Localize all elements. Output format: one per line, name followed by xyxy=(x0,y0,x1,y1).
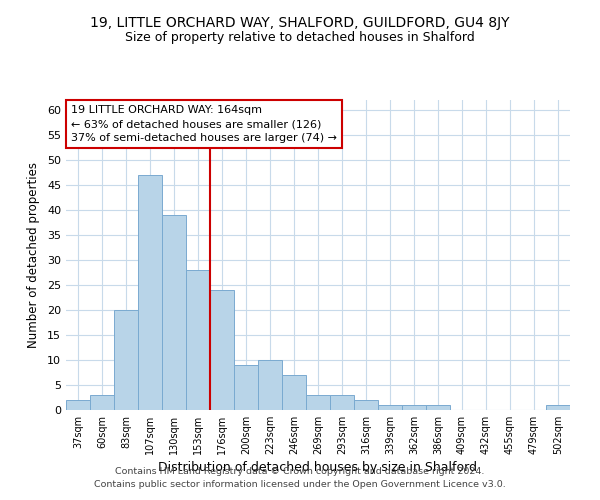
Text: Contains HM Land Registry data © Crown copyright and database right 2024.: Contains HM Land Registry data © Crown c… xyxy=(115,467,485,476)
Bar xyxy=(114,310,138,410)
Y-axis label: Number of detached properties: Number of detached properties xyxy=(27,162,40,348)
Bar xyxy=(234,365,258,410)
Text: 19, LITTLE ORCHARD WAY, SHALFORD, GUILDFORD, GU4 8JY: 19, LITTLE ORCHARD WAY, SHALFORD, GUILDF… xyxy=(90,16,510,30)
Bar xyxy=(66,400,90,410)
Bar xyxy=(162,215,186,410)
Bar xyxy=(282,375,306,410)
Text: Size of property relative to detached houses in Shalford: Size of property relative to detached ho… xyxy=(125,31,475,44)
Text: 19 LITTLE ORCHARD WAY: 164sqm
← 63% of detached houses are smaller (126)
37% of : 19 LITTLE ORCHARD WAY: 164sqm ← 63% of d… xyxy=(71,104,337,144)
Bar xyxy=(138,175,162,410)
Bar xyxy=(546,405,570,410)
Bar xyxy=(330,395,354,410)
Bar xyxy=(402,405,426,410)
Bar xyxy=(378,405,402,410)
Bar xyxy=(354,400,378,410)
Bar xyxy=(306,395,330,410)
Bar xyxy=(90,395,114,410)
Text: Contains public sector information licensed under the Open Government Licence v3: Contains public sector information licen… xyxy=(94,480,506,489)
X-axis label: Distribution of detached houses by size in Shalford: Distribution of detached houses by size … xyxy=(158,461,478,474)
Bar xyxy=(186,270,210,410)
Bar xyxy=(210,290,234,410)
Bar xyxy=(426,405,450,410)
Bar xyxy=(258,360,282,410)
